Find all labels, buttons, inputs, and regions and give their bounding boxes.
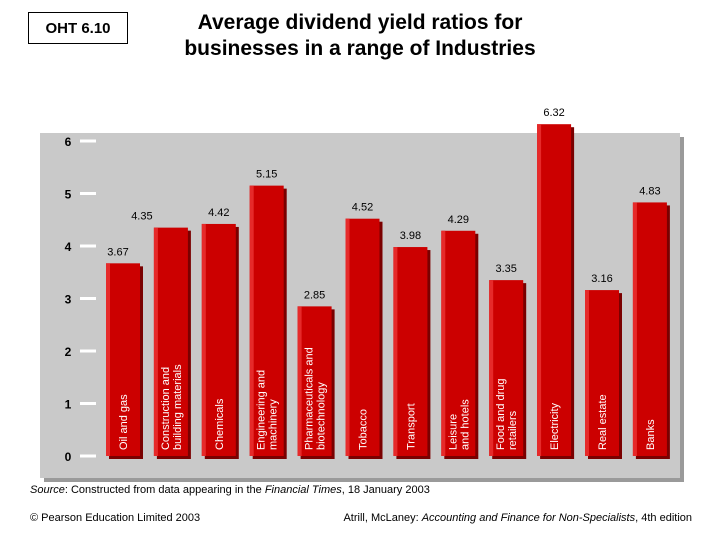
y-tick-label: 0 [65,450,72,464]
bar [201,223,236,456]
bar [585,290,619,456]
category-label: biotechnology [316,382,328,450]
bar-highlight [441,230,446,456]
bar [441,230,476,456]
copyright-note: © Pearson Education Limited 2003 [30,512,201,524]
category-label: Oil and gas [118,394,130,450]
y-tick-label: 2 [65,345,72,359]
bar [345,218,380,456]
bar-value-label: 4.35 [131,211,152,223]
category-label: Construction and [160,367,172,450]
source-suffix: , 18 January 2003 [341,484,430,496]
category-label: building materials [172,364,184,450]
slide-badge: OHT 6.10 [28,12,128,44]
bar-value-label: 3.16 [591,273,612,285]
bar-highlight [249,185,254,456]
bar-highlight [537,124,542,456]
bar [106,263,140,456]
category-label: and hotels [459,399,471,450]
category-label: Chemicals [214,398,226,450]
category-label: retailers [507,410,519,450]
citation-prefix: Atrill, McLaney: [343,512,422,524]
bar-value-label: 2.85 [304,289,325,301]
bar-highlight [297,306,302,456]
bar-highlight [632,202,637,456]
bar-highlight [106,263,110,456]
y-tick-label: 3 [65,293,72,307]
bar-value-label: 3.67 [107,246,128,258]
y-tick-label: 4 [65,240,72,254]
bar-value-label: 3.35 [495,263,516,275]
bar [632,202,667,456]
category-label: Banks [645,419,657,450]
y-tick-label: 5 [65,188,72,202]
chart-title: Average dividend yield ratios for busine… [140,10,580,62]
source-italic: Financial Times [264,484,342,496]
source-note: Source: Constructed from data appearing … [30,484,430,496]
citation-note: Atrill, McLaney: Accounting and Finance … [343,512,692,524]
bar [489,280,524,456]
category-label: Electricity [549,402,561,450]
bar-highlight [201,223,206,456]
category-label: Engineering and [256,370,268,450]
bar-highlight [489,280,494,456]
category-label: Transport [405,403,417,450]
bar-value-label: 5.15 [256,169,277,181]
bar-highlight [585,290,589,456]
bar-highlight [393,247,398,456]
bar-highlight [345,218,350,456]
y-tick-label: 6 [65,135,72,149]
bar-value-label: 6.32 [543,107,564,119]
title-line-2: businesses in a range of Industries [184,37,536,60]
bar [249,185,284,456]
category-label: Tobacco [358,409,370,450]
citation-italic: Accounting and Finance for Non-Specialis… [421,512,636,524]
bar-value-label: 3.98 [400,230,421,242]
bar-value-label: 4.83 [639,185,660,197]
category-label: Real estate [597,394,609,450]
category-label: machinery [268,399,280,450]
y-tick-label: 1 [65,398,72,412]
bar [537,124,572,456]
category-label: Pharmaceuticals and [304,347,316,450]
bar-value-label: 4.42 [208,207,229,219]
title-line-1: Average dividend yield ratios for [197,11,523,34]
bar [393,247,428,456]
bar [297,306,332,456]
citation-suffix: , 4th edition [635,512,692,524]
bar-value-label: 4.29 [448,214,469,226]
bar [153,227,188,456]
category-label: Leisure [447,414,459,450]
source-mid: : Constructed from data appearing in the [64,484,265,496]
category-label: Food and drug [495,378,507,450]
bar-highlight [153,227,158,456]
source-prefix: Source [30,484,65,496]
bar-value-label: 4.52 [352,202,373,214]
